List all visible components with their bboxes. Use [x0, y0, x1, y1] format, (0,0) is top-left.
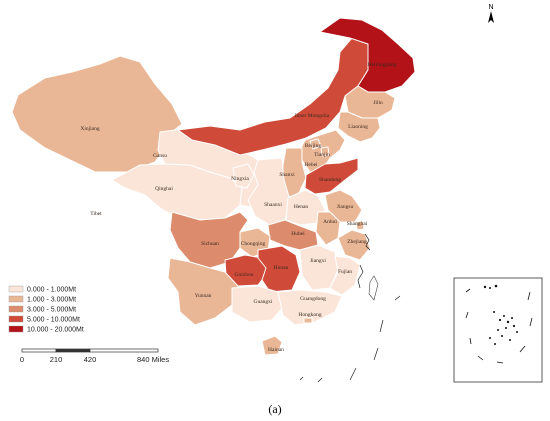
province-hunan [257, 245, 301, 293]
legend-swatch [8, 285, 24, 293]
label-inner-mongolia: Inner Mongolia [295, 113, 330, 119]
label-jiangsu: Jiangsu [337, 204, 354, 210]
coastline-islands [299, 233, 401, 383]
province-shanghai [355, 220, 365, 231]
label-shanxi: Shanxi [279, 172, 295, 178]
figure-caption: (a) [268, 402, 281, 416]
label-shanghai: Shanghai [347, 221, 368, 227]
label-qinghai: Qinghai [155, 186, 173, 192]
label-hubei: Hubei [291, 231, 305, 237]
province-yunnan [167, 257, 239, 326]
label-henan: Henan [294, 204, 309, 210]
scale-tick-2: 420 [84, 355, 97, 364]
province-tianjin [320, 146, 330, 157]
scale-segment-3 [89, 348, 159, 353]
scale-tick-1: 210 [50, 355, 63, 364]
label-fujian: Fujian [338, 269, 352, 275]
label-shandong: Shandong [319, 177, 341, 183]
label-hainan: Hainan [268, 347, 284, 353]
legend-label: 3.000 - 5.000Mt [27, 307, 76, 314]
label-beijing: Beijing [305, 143, 321, 149]
south-china-sea-inset [453, 277, 543, 383]
north-arrow: N [488, 4, 494, 23]
label-guangxi: Guangxi [254, 299, 273, 305]
label-sichuan: Sichuan [201, 241, 219, 247]
label-jilin: Jilin [373, 100, 383, 106]
province-hongkong [303, 317, 313, 324]
legend: 0.000 - 1.000Mt 1.000 - 3.000Mt 3.000 - 5.… [8, 285, 84, 334]
province-sichuan [169, 211, 249, 269]
legend-label: 1.000 - 3.000Mt [27, 297, 76, 304]
province-zhejiang [337, 229, 371, 261]
label-jiangxi: Jiangxi [310, 258, 326, 264]
label-hebei: Hebei [304, 162, 318, 168]
legend-swatch [8, 295, 24, 303]
scale-bar: 0 210 420 840 Miles [20, 348, 169, 364]
label-liaoning: Liaoning [348, 124, 368, 130]
legend-swatch [8, 315, 24, 323]
legend-swatch [8, 325, 24, 333]
label-guangdong: Guangdong [300, 296, 326, 302]
label-zhejiang: Zhejiang [347, 239, 367, 245]
label-anhui: Anhui [323, 219, 337, 225]
province-beijing [309, 138, 322, 150]
province-heilongjiang [319, 17, 416, 93]
province-labels: Heilongjiang Jilin Liaoning Inner Mongol… [80, 62, 396, 353]
scale-tick-3: 840 Miles [137, 355, 169, 364]
province-guangxi [231, 285, 286, 323]
label-guizhou: Guizhou [235, 272, 254, 278]
legend-label: 0.000 - 1.000Mt [27, 287, 76, 294]
province-hainan [261, 335, 283, 356]
north-label: N [488, 4, 493, 11]
label-yunnan: Yunnan [195, 293, 212, 299]
label-gansu: Gansu [153, 153, 167, 159]
north-arrow-icon [488, 11, 494, 23]
legend-label: 10.000 - 20.000Mt [27, 327, 84, 334]
scale-segment-2 [55, 348, 91, 353]
label-shaanxi: Shaanxi [264, 202, 282, 208]
provinces [11, 17, 416, 356]
label-heilongjiang: Heilongjiang [368, 62, 397, 68]
label-tianjin: Tianjin [314, 152, 330, 158]
province-ningxia [232, 163, 255, 189]
taiwan-island [368, 275, 379, 301]
label-chongqing: Chongqing [241, 241, 266, 247]
label-hunan: Hunan [274, 265, 289, 271]
label-xinjiang: Xinjiang [80, 126, 99, 132]
legend-swatch [8, 305, 24, 313]
label-ningxia: Ningxia [231, 176, 249, 182]
province-guangdong [277, 289, 343, 326]
legend-label: 5.000 - 10.000Mt [27, 317, 80, 324]
label-hongkong: Hongkong [298, 312, 321, 318]
province-fujian [329, 255, 361, 296]
label-tibet: Tibet [90, 211, 102, 217]
province-liaoning [337, 111, 381, 143]
scale-tick-0: 0 [20, 355, 24, 364]
scale-segment-1 [21, 348, 57, 353]
province-shandong [304, 157, 359, 195]
